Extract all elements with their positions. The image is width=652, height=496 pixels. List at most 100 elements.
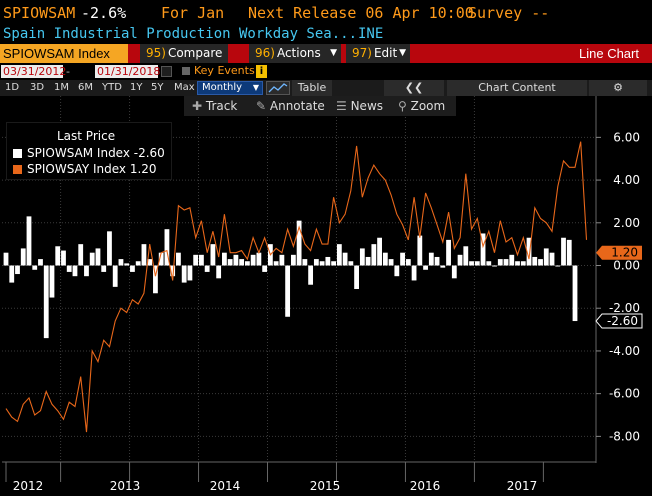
start-date-field[interactable]: 03/31/2012	[1, 65, 67, 78]
magnifier-icon: ⚲	[398, 99, 411, 113]
period-6m[interactable]: 6M	[78, 82, 93, 93]
actions-button[interactable]: 96) Actions ▼	[249, 44, 341, 63]
bar	[124, 263, 130, 266]
news-button[interactable]: ☰ News	[336, 98, 383, 114]
bar	[204, 265, 210, 272]
date-range-separator: -	[66, 65, 70, 78]
security-field-text: SPIOWSAM Index	[3, 46, 110, 61]
x-axis: 2012 2013 2014 2015 2016 2017	[0, 461, 652, 496]
chart-area[interactable]: 6.00 4.00 2.00 0.00 -2.00 -4.00 -6.00 -8.00 201…	[0, 96, 652, 496]
bar	[428, 252, 434, 266]
y-axis: 6.00 4.00 2.00 0.00 -2.00 -4.00 -6.00 -8.00	[595, 96, 640, 466]
ticker: SPIOWSAM	[3, 4, 76, 22]
bar	[164, 229, 170, 266]
period-toolbar: 1D 3D 1M 6M YTD 1Y 5Y Max Monthly ▼ Tabl…	[0, 80, 652, 96]
period-max[interactable]: Max	[174, 82, 195, 93]
legend-swatch-orange	[13, 165, 22, 174]
bar	[515, 261, 520, 266]
bar	[336, 244, 342, 266]
bar	[193, 254, 199, 266]
last-change-value: -2.6%	[81, 4, 127, 22]
bar	[296, 220, 302, 266]
calendar-icon[interactable]	[161, 66, 172, 77]
last-value-tag	[596, 314, 642, 329]
track-button[interactable]: ✚ Track	[192, 98, 237, 114]
news-icon: ☰	[336, 99, 351, 113]
edit-number: 97)	[352, 46, 372, 60]
bar	[233, 254, 239, 266]
last-value-tag-text: -2.60	[607, 314, 638, 328]
compare-label: Compare	[167, 46, 223, 60]
bar	[342, 252, 348, 266]
bar	[354, 265, 359, 289]
zoom-label: Zoom	[410, 99, 446, 113]
bar	[170, 265, 176, 277]
bar	[216, 265, 222, 279]
x-tick-label: 2014	[210, 479, 241, 493]
settings-button[interactable]: ⚙	[589, 80, 647, 96]
compare-number: 95)	[146, 46, 166, 60]
table-button[interactable]: Table	[292, 80, 332, 96]
annotate-label: Annotate	[269, 99, 325, 113]
chart-type-label: Line Chart	[579, 46, 639, 61]
bar	[480, 233, 486, 266]
bar	[434, 256, 440, 266]
bar	[532, 256, 538, 266]
bar	[84, 265, 89, 277]
end-date-field[interactable]: 01/31/2018	[95, 65, 161, 78]
legend-item-spiowsam: SPIOWSAM Index -2.60	[13, 146, 165, 160]
bar	[3, 252, 9, 266]
compare-button[interactable]: 95) Compare	[140, 44, 228, 63]
x-tick-label: 2012	[13, 479, 44, 493]
bar	[43, 265, 49, 339]
bar	[411, 265, 417, 281]
bar	[313, 259, 319, 266]
legend-item-spiowsay: SPIOWSAY Index 1.20	[13, 162, 157, 176]
period-1d[interactable]: 1D	[5, 82, 20, 93]
period-5y[interactable]: 5Y	[151, 82, 164, 93]
bar	[199, 254, 204, 266]
last-value-tag-border	[595, 313, 643, 329]
y-tick-label: -2.00	[609, 301, 640, 315]
annotate-button[interactable]: ✎ Annotate	[256, 98, 325, 114]
period-1m[interactable]: 1M	[54, 82, 69, 93]
security-field[interactable]: SPIOWSAM Index	[0, 44, 128, 63]
period-3d[interactable]: 3D	[30, 82, 45, 93]
bar	[526, 237, 532, 266]
legend-label-spiowsay: SPIOWSAY Index 1.20	[27, 162, 157, 176]
zoom-button[interactable]: ⚲ Zoom	[398, 98, 445, 114]
bar	[181, 265, 187, 283]
function-menu-bar: SPIOWSAM Index 95) Compare 96) Actions ▼ 9…	[0, 44, 652, 63]
frequency-dropdown[interactable]: Monthly ▼	[197, 81, 263, 95]
bar	[239, 259, 245, 266]
period-ytd[interactable]: YTD	[102, 82, 122, 93]
bar	[394, 265, 400, 277]
bar	[72, 265, 78, 277]
last-value-tags: 1.20 -2.60	[595, 245, 643, 329]
actions-dropdown-icon: ▼	[330, 48, 337, 58]
bar	[319, 261, 325, 266]
info-icon[interactable]: i	[256, 65, 267, 78]
key-events-checkbox[interactable]	[182, 67, 190, 75]
bar	[497, 259, 503, 266]
bar	[561, 237, 566, 266]
edit-button[interactable]: 97) Edit ▼	[346, 44, 410, 63]
chart-content-button[interactable]: Chart Content	[447, 80, 587, 96]
bar	[405, 259, 411, 266]
bar	[187, 265, 193, 281]
bar	[377, 237, 382, 266]
period-1y[interactable]: 1Y	[130, 82, 143, 93]
bar	[417, 235, 423, 266]
bar	[325, 256, 331, 266]
bar	[566, 239, 572, 266]
chart-legend: Last Price SPIOWSAM Index -2.60 SPIOWSAY…	[6, 122, 172, 180]
bar	[572, 265, 578, 322]
bar	[371, 244, 377, 266]
survey: Survey --	[468, 4, 550, 22]
collapse-left-button[interactable]: ❮❮	[384, 80, 444, 96]
line-chart-icon[interactable]	[266, 81, 290, 95]
bar	[66, 265, 72, 272]
actions-number: 96)	[255, 46, 275, 60]
bar	[153, 265, 158, 294]
bar	[250, 254, 256, 266]
